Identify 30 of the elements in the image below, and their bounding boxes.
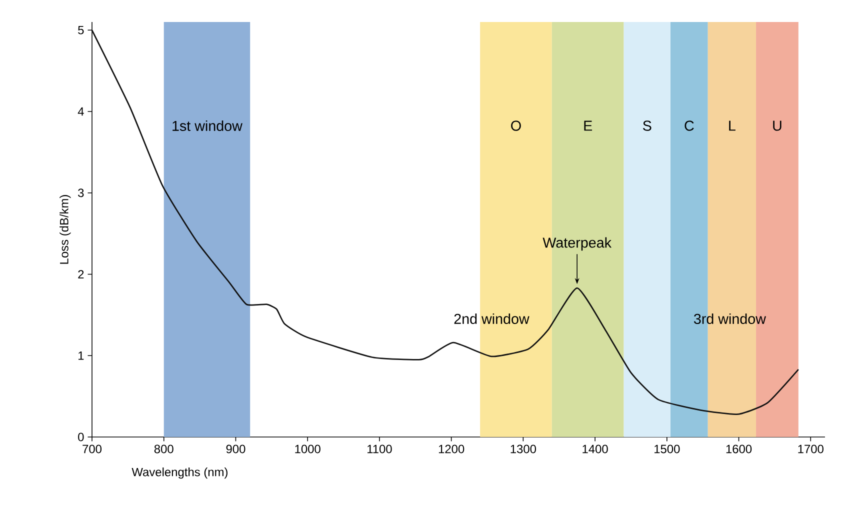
y-tick-label: 1 — [78, 352, 84, 360]
y-tick-label: 3 — [78, 188, 84, 198]
band-label: L — [729, 120, 736, 131]
band-label: 1st window — [172, 120, 242, 132]
x-tick-label: 1700 — [798, 444, 824, 454]
band-label: C — [684, 120, 694, 131]
y-tick-label: 5 — [78, 26, 84, 34]
x-tick-label: 800 — [154, 444, 174, 454]
x-tick-label: 1400 — [582, 444, 608, 454]
x-tick-label: 1500 — [654, 444, 680, 454]
x-tick-label: 1600 — [726, 444, 752, 454]
line-series — [91, 29, 800, 415]
x-tick-label: 700 — [82, 444, 102, 454]
band-label: U — [773, 120, 782, 131]
x-axis-title: Wavelengths (nm) — [132, 468, 228, 479]
band-label: O — [511, 120, 521, 131]
band-label: E — [584, 120, 592, 131]
annotation: 3rd window — [694, 313, 766, 324]
y-tick-label: 4 — [78, 107, 84, 116]
y-tick-label: 0 — [78, 432, 84, 442]
y-axis-title: Loss (dB/km) — [60, 195, 71, 264]
x-tick-label: 1300 — [510, 444, 536, 454]
x-tick-label: 1000 — [295, 444, 320, 454]
y-tick-label: 2 — [78, 270, 84, 278]
annotation: 2nd window — [454, 313, 530, 324]
x-tick-label: 900 — [226, 444, 246, 454]
x-tick-label: 1200 — [438, 444, 464, 454]
annotation: Waterpeak — [542, 237, 612, 251]
x-tick-label: 1100 — [368, 444, 392, 454]
band-label: S — [643, 120, 652, 131]
